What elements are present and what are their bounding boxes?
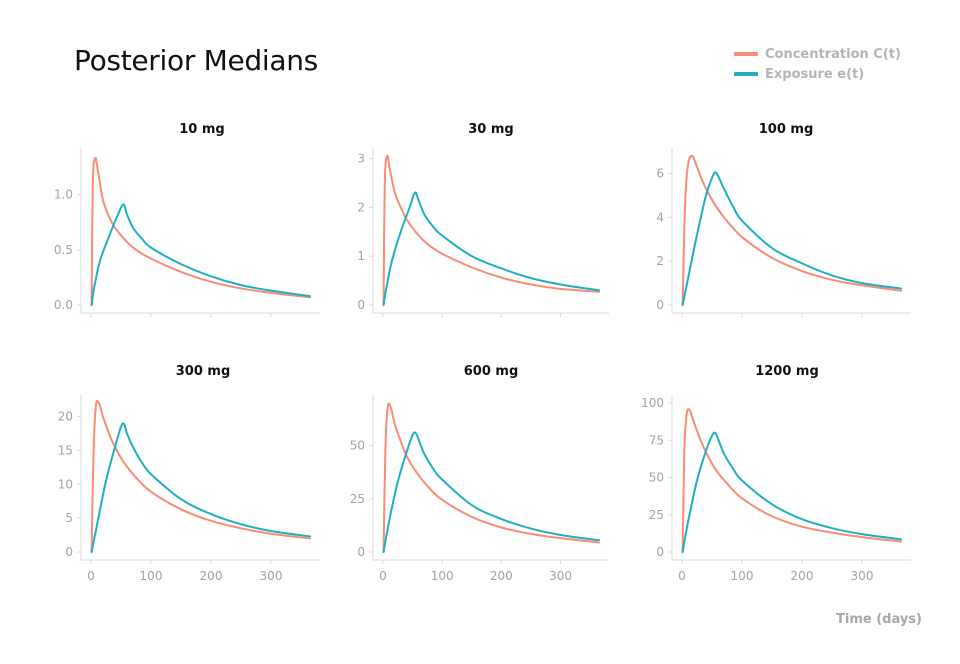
chart-panel-1: 10 mg 0.0 0.5 1.0 — [54, 122, 320, 317]
exposure-line — [382, 191, 600, 306]
page-title: Posterior Medians — [74, 44, 318, 77]
legend-label-exposure: Exposure e(t) — [765, 66, 865, 82]
panel-title: 100 mg — [759, 122, 814, 137]
concentration-line — [90, 157, 311, 306]
chart-panel-6: 1200 mg 0 25 50 75 100 0 100 200 300 — [641, 364, 911, 583]
x-tick-label: 200 — [791, 569, 814, 583]
y-tick-label: 0 — [65, 545, 73, 559]
chart-panel-2: 30 mg 0 1 2 3 — [357, 122, 609, 317]
panel-title: 600 mg — [464, 364, 519, 379]
panel-title: 10 mg — [179, 122, 224, 137]
x-tick-label: 100 — [431, 569, 454, 583]
y-tick-label: 15 — [58, 443, 73, 457]
x-tick-label: 200 — [490, 569, 513, 583]
concentration-line — [90, 399, 311, 553]
y-tick-label: 20 — [58, 410, 73, 424]
concentration-line — [382, 154, 600, 306]
x-axis-title: Time (days) — [836, 612, 922, 627]
panel-title: 30 mg — [468, 122, 513, 137]
legend-item-concentration[interactable]: Concentration C(t) — [734, 44, 901, 64]
legend-swatch-exposure — [734, 72, 758, 76]
x-tick-label: 0 — [87, 569, 95, 583]
y-tick-label: 0 — [357, 545, 365, 559]
x-tick-label: 300 — [851, 569, 874, 583]
y-tick-label: 1.0 — [54, 188, 73, 202]
y-tick-label: 0.0 — [54, 298, 73, 312]
chart-panel-3: 100 mg 0 2 4 6 — [656, 122, 911, 317]
y-tick-label: 4 — [656, 210, 664, 224]
concentration-line — [382, 402, 600, 553]
y-tick-label: 25 — [350, 492, 365, 506]
y-tick-label: 10 — [58, 477, 73, 491]
legend-swatch-concentration — [734, 52, 758, 56]
panel-title: 300 mg — [176, 364, 231, 379]
exposure-line — [90, 422, 311, 553]
concentration-line — [681, 408, 902, 553]
y-tick-label: 0 — [656, 545, 664, 559]
chart-panel-5: 600 mg 0 25 50 0 100 200 300 — [350, 364, 609, 583]
x-tick-label: 200 — [200, 569, 223, 583]
exposure-line — [90, 203, 311, 306]
y-tick-label: 3 — [357, 151, 365, 165]
y-tick-label: 50 — [350, 439, 365, 453]
y-tick-label: 50 — [649, 471, 664, 485]
legend-item-exposure[interactable]: Exposure e(t) — [734, 64, 901, 84]
legend: Concentration C(t) Exposure e(t) — [734, 44, 901, 84]
y-tick-label: 0.5 — [54, 243, 73, 257]
y-tick-label: 2 — [357, 200, 365, 214]
y-tick-label: 25 — [649, 508, 664, 522]
concentration-line — [681, 154, 902, 306]
x-tick-label: 0 — [379, 569, 387, 583]
y-tick-label: 6 — [656, 167, 664, 181]
y-tick-label: 0 — [656, 298, 664, 312]
y-tick-label: 0 — [357, 298, 365, 312]
x-tick-label: 0 — [678, 569, 686, 583]
y-tick-label: 1 — [357, 249, 365, 263]
x-tick-label: 300 — [549, 569, 572, 583]
x-tick-label: 300 — [260, 569, 283, 583]
y-tick-label: 100 — [641, 396, 664, 410]
panel-title: 1200 mg — [755, 364, 819, 379]
x-tick-label: 100 — [140, 569, 163, 583]
y-tick-label: 5 — [65, 511, 73, 525]
exposure-line — [681, 431, 902, 553]
legend-label-concentration: Concentration C(t) — [765, 46, 901, 62]
x-tick-label: 100 — [731, 569, 754, 583]
y-tick-label: 2 — [656, 254, 664, 268]
exposure-line — [681, 171, 902, 306]
y-tick-label: 75 — [649, 433, 664, 447]
exposure-line — [382, 431, 600, 553]
